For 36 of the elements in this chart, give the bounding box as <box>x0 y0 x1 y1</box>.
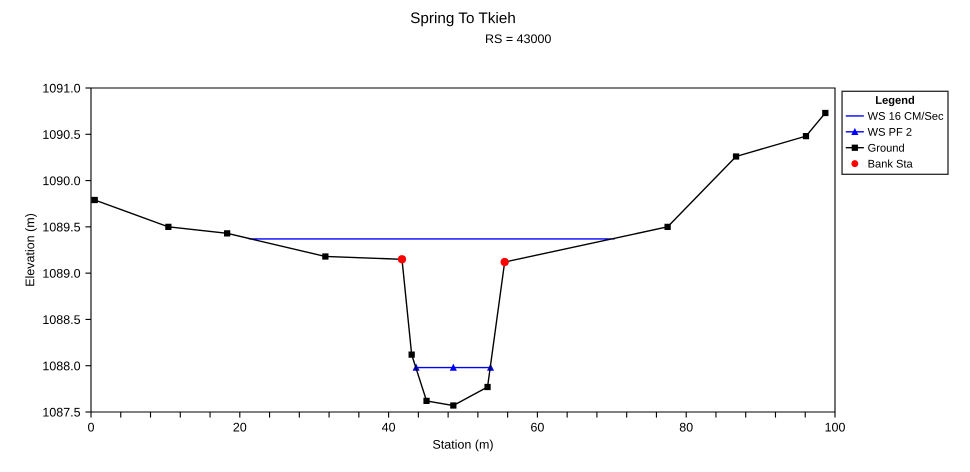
legend-label: Ground <box>868 144 904 152</box>
x-tick-label: 100 <box>826 422 845 432</box>
x-tick-label: 40 <box>382 422 396 432</box>
point <box>423 398 430 404</box>
legend-title: Legend <box>876 96 914 106</box>
x-tick-label: 20 <box>233 422 246 432</box>
x-axis-title: Station (m) <box>433 440 493 452</box>
y-tick-label: 1089.0 <box>43 268 80 278</box>
y-tick-label: 1088.5 <box>43 315 80 324</box>
point <box>484 384 491 390</box>
legend-label: Bank Sta <box>868 159 913 168</box>
y-tick-label: 1088.0 <box>43 362 80 370</box>
point <box>450 402 456 409</box>
x-tick-label: 60 <box>531 422 544 432</box>
legend-label: WS 16 CM/Sec <box>868 112 944 120</box>
y-tick-label: 1091.0 <box>43 84 80 93</box>
point <box>732 153 740 160</box>
y-tick-label: 1090.0 <box>43 176 80 186</box>
point <box>822 110 828 116</box>
x-tick-label: 0 <box>88 422 94 432</box>
point <box>664 224 671 230</box>
y-axis-title: Elevation (m) <box>25 214 37 286</box>
x-tick-label: 80 <box>680 422 693 432</box>
point <box>322 253 328 260</box>
legend-label: WS PF 2 <box>868 128 912 136</box>
point <box>450 364 456 371</box>
y-tick-label: 1089.5 <box>43 222 80 232</box>
point <box>165 224 172 230</box>
chart-subtitle: RS = 43000 <box>486 34 551 44</box>
y-tick-label: 1090.5 <box>43 130 80 139</box>
point <box>224 230 230 236</box>
chart-title: Spring To Tkieh <box>410 12 515 26</box>
y-tick-label: 1087.5 <box>43 408 80 417</box>
point <box>408 351 415 358</box>
point <box>802 133 810 140</box>
point <box>92 196 98 204</box>
